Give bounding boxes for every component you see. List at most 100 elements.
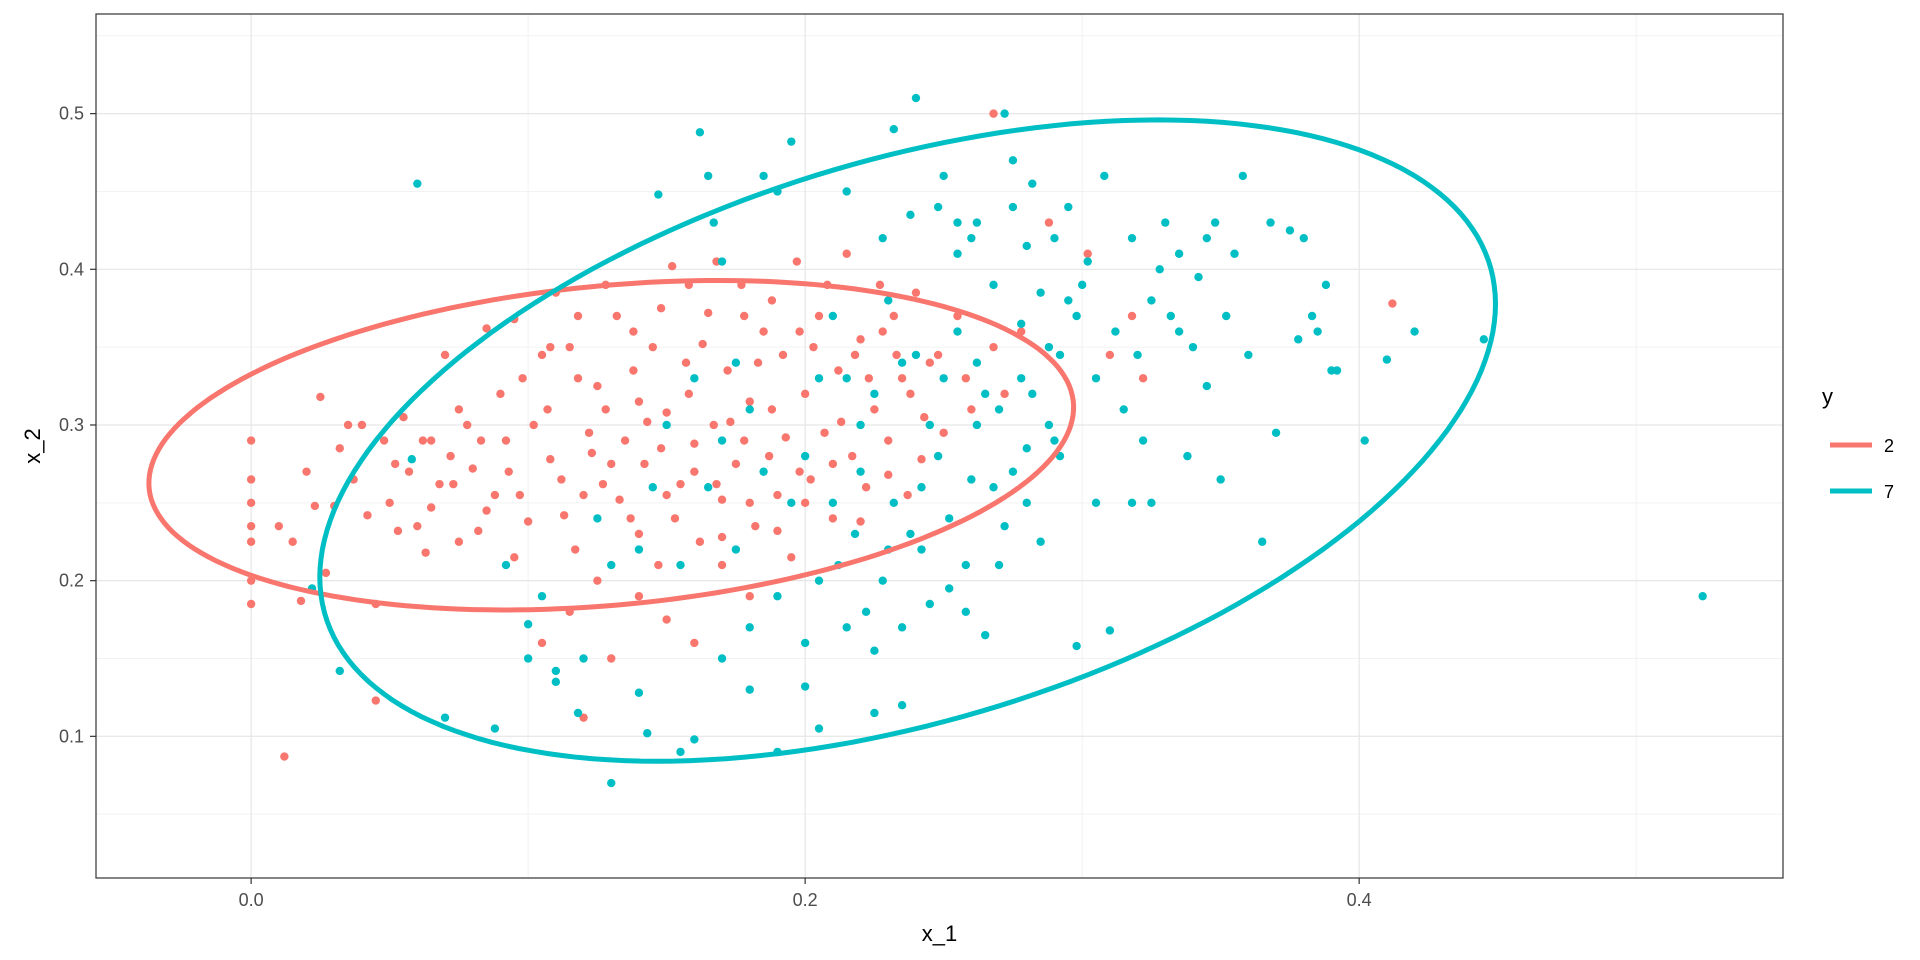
point-series-7 bbox=[1064, 296, 1073, 305]
point-series-7 bbox=[814, 576, 824, 585]
point-series-2 bbox=[878, 327, 887, 336]
point-series-7 bbox=[717, 436, 727, 445]
point-series-2 bbox=[371, 696, 380, 705]
point-series-2 bbox=[418, 436, 428, 445]
point-series-2 bbox=[634, 592, 644, 601]
point-series-7 bbox=[731, 545, 741, 554]
point-series-2 bbox=[726, 417, 735, 427]
point-series-7 bbox=[717, 257, 727, 266]
point-series-7 bbox=[1161, 218, 1170, 227]
point-series-2 bbox=[321, 568, 331, 578]
point-series-7 bbox=[925, 599, 935, 609]
point-series-2 bbox=[889, 311, 898, 321]
point-series-2 bbox=[684, 389, 694, 399]
point-series-7 bbox=[925, 420, 935, 430]
point-series-2 bbox=[795, 467, 804, 476]
ellipses bbox=[146, 117, 1499, 764]
point-series-7 bbox=[1022, 241, 1031, 251]
point-series-7 bbox=[828, 498, 838, 508]
point-series-2 bbox=[989, 109, 998, 118]
point-series-7 bbox=[870, 389, 879, 399]
point-series-2 bbox=[814, 311, 824, 321]
point-series-2 bbox=[546, 342, 555, 352]
point-series-2 bbox=[787, 553, 796, 562]
point-series-2 bbox=[510, 553, 519, 562]
point-series-2 bbox=[607, 654, 616, 663]
point-series-7 bbox=[731, 358, 741, 367]
point-series-2 bbox=[800, 389, 810, 399]
point-series-2 bbox=[246, 498, 256, 508]
point-series-2 bbox=[310, 501, 320, 511]
point-series-2 bbox=[667, 261, 677, 271]
point-series-7 bbox=[787, 137, 796, 146]
point-series-2 bbox=[856, 517, 865, 526]
point-series-7 bbox=[1050, 233, 1059, 243]
point-series-7 bbox=[994, 405, 1004, 414]
point-series-7 bbox=[1111, 327, 1120, 336]
point-series-7 bbox=[856, 467, 865, 476]
point-series-7 bbox=[911, 350, 921, 360]
point-series-7 bbox=[1105, 626, 1115, 635]
point-series-2 bbox=[717, 495, 727, 504]
point-series-2 bbox=[379, 436, 389, 445]
point-series-7 bbox=[1008, 156, 1018, 165]
point-series-7 bbox=[1188, 342, 1198, 352]
point-series-7 bbox=[607, 778, 616, 788]
point-series-7 bbox=[1044, 420, 1054, 430]
point-series-7 bbox=[994, 560, 1004, 570]
point-series-7 bbox=[1183, 451, 1192, 461]
point-series-7 bbox=[634, 545, 644, 554]
point-series-2 bbox=[426, 436, 436, 445]
point-series-7 bbox=[933, 451, 943, 461]
point-series-2 bbox=[662, 490, 671, 500]
y-tick-label: 0.5 bbox=[59, 104, 84, 124]
point-series-2 bbox=[961, 374, 971, 383]
point-series-2 bbox=[496, 389, 505, 399]
point-series-2 bbox=[1127, 311, 1137, 321]
point-series-2 bbox=[280, 752, 289, 761]
point-series-7 bbox=[1174, 327, 1184, 336]
axes: 0.0 0.2 0.4 0.1 0.2 0.3 0.4 0.5 bbox=[59, 104, 1372, 910]
point-series-2 bbox=[607, 459, 616, 469]
point-series-7 bbox=[906, 529, 915, 539]
point-series-2 bbox=[690, 467, 699, 476]
point-series-2 bbox=[274, 521, 284, 531]
point-series-7 bbox=[1194, 272, 1203, 282]
point-series-2 bbox=[1105, 350, 1115, 360]
point-series-7 bbox=[897, 358, 907, 367]
point-series-2 bbox=[357, 420, 367, 430]
point-series-7 bbox=[1147, 296, 1156, 305]
point-series-2 bbox=[740, 311, 749, 321]
point-series-7 bbox=[1285, 226, 1295, 235]
point-series-7 bbox=[989, 280, 998, 290]
point-series-7 bbox=[850, 529, 860, 539]
point-series-2 bbox=[601, 405, 610, 414]
data-points bbox=[246, 93, 1707, 788]
point-series-7 bbox=[1072, 311, 1081, 321]
point-series-2 bbox=[767, 405, 777, 414]
point-series-7 bbox=[1216, 475, 1225, 484]
point-series-2 bbox=[834, 366, 843, 375]
point-series-7 bbox=[800, 451, 810, 461]
point-series-7 bbox=[944, 584, 954, 593]
point-series-7 bbox=[878, 233, 887, 243]
point-series-7 bbox=[407, 455, 416, 464]
point-series-2 bbox=[390, 459, 400, 469]
point-series-7 bbox=[933, 202, 943, 212]
point-series-7 bbox=[884, 296, 893, 305]
point-series-7 bbox=[773, 592, 782, 601]
point-series-2 bbox=[989, 342, 998, 352]
y-tick-label: 0.2 bbox=[59, 571, 84, 591]
point-series-7 bbox=[967, 475, 976, 484]
point-series-2 bbox=[529, 420, 538, 430]
point-series-7 bbox=[1410, 327, 1419, 336]
point-series-7 bbox=[634, 688, 644, 697]
point-series-7 bbox=[1313, 327, 1322, 336]
legend-title: y bbox=[1822, 384, 1833, 409]
x-tick-label: 0.2 bbox=[793, 890, 818, 910]
point-series-2 bbox=[850, 350, 860, 360]
point-series-7 bbox=[1028, 179, 1037, 188]
y-tick-label: 0.3 bbox=[59, 415, 84, 435]
point-series-2 bbox=[246, 436, 256, 445]
point-series-7 bbox=[842, 187, 851, 196]
